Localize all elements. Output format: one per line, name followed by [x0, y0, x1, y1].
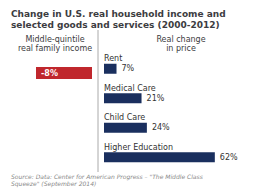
svg-text:Source: Data: Center for Ameri: Source: Data: Center for American Progre… — [11, 173, 205, 180]
svg-text:Squeeze" (September 2014): Squeeze" (September 2014) — [11, 180, 96, 188]
svg-text:7%: 7% — [122, 64, 135, 73]
svg-text:in price: in price — [166, 44, 196, 53]
svg-text:62%: 62% — [220, 153, 238, 162]
svg-text:24%: 24% — [152, 123, 170, 132]
svg-text:Medical Care: Medical Care — [104, 84, 156, 93]
svg-text:real family income: real family income — [18, 44, 92, 53]
svg-text:Change in U.S. real household: Change in U.S. real household income and — [11, 9, 229, 19]
svg-text:-8%: -8% — [41, 69, 58, 78]
svg-text:Child Care: Child Care — [104, 113, 145, 122]
svg-text:selected goods and services (2: selected goods and services (2000-2012) — [11, 20, 220, 30]
svg-text:Real change: Real change — [156, 35, 205, 44]
svg-text:21%: 21% — [147, 94, 165, 103]
svg-text:Middle-quintile: Middle-quintile — [25, 35, 84, 44]
svg-text:Rent: Rent — [104, 54, 122, 63]
svg-text:Higher Education: Higher Education — [104, 143, 173, 152]
